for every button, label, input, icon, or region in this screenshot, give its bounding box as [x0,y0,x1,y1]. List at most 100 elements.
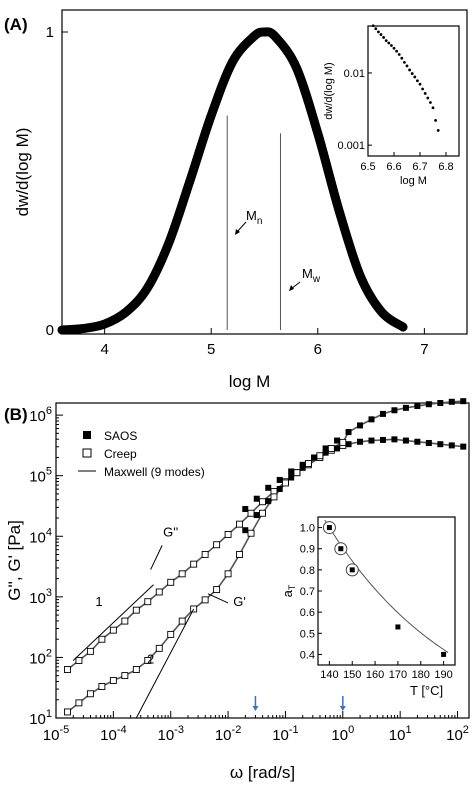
creep-gp-point [224,570,232,578]
inset-a-point [400,56,404,60]
legend-label-0: SAOS [104,429,137,443]
blue-arrowhead-1 [339,706,346,711]
panel-b-xtick-label: 10-1 [272,724,298,744]
mwd-curve [57,27,408,335]
legend-label-2: Maxwell (9 modes) [104,465,205,479]
saos-gp-point [265,498,272,505]
saos-gpp-point [357,438,364,445]
inset-b-point [349,567,355,573]
saos-gp-point [368,416,375,423]
creep-gp-point [339,438,347,446]
panel-a-ylabel: dw/d(log M) [13,128,32,217]
panel-b-xtick-label: 10-5 [43,724,69,744]
saos-gp-point [402,404,409,411]
creep-gpp-point [190,560,198,568]
inset-a-ytick-label: 0.001 [337,140,365,152]
inset-a-ytick-label: 0.01 [344,68,365,80]
inset-a-point [397,53,401,56]
inset-a-point [390,44,393,47]
slope-1-line [72,584,154,661]
saos-gp-point [425,401,432,408]
creep-gpp-point [213,541,221,549]
panel-a-ytick-label: 0 [46,322,54,339]
inset-b-ytick-label: 1.0 [300,523,315,535]
panel-b-ylabel: G'', G' [Pa] [5,520,24,601]
creep-gp-point [293,469,301,477]
inset-a-xtick-label: 6.7 [412,161,427,173]
panel-b-label: (B) [4,405,28,424]
inset-a-point [413,75,417,79]
inset-a-point [410,72,414,75]
saos-gpp-point [288,468,295,475]
saos-gpp-point [253,495,260,502]
inset-b-xtick-label: 190 [434,669,452,681]
creep-gp-point [281,479,289,487]
mn-label: Mn [246,208,262,227]
panel-a-xlabel: log M [229,372,271,391]
creep-gpp-point [178,570,186,578]
inset-b-xtick-label: 140 [320,669,338,681]
gp-arrow [207,593,229,604]
inset-a-point [426,96,430,100]
creep-gp-point [270,493,278,501]
inset-a-xlabel: log M [400,175,427,187]
gpp-arrow [150,545,163,570]
inset-a-point [434,119,437,122]
legend-label-1: Creep [104,447,137,461]
slope-1-label: 1 [95,594,102,609]
inset-a-point [387,41,391,45]
saos-gpp-point [276,476,283,483]
creep-gp-point [86,690,94,698]
saos-gpp-point [414,438,421,445]
inset-b-point [395,624,401,630]
creep-gpp-point [167,578,175,586]
inset-a-point [382,36,385,39]
creep-gpp-point [121,617,129,625]
inset-b-ytick-label: 0.7 [300,586,315,598]
saos-gp-point [391,407,398,414]
inset-a-point [379,33,383,36]
inset-b-xtick-label: 160 [366,669,384,681]
inset-b-ytick-label: 0.4 [300,649,315,661]
saos-gp-point [253,512,260,519]
saos-gp-point [322,445,329,452]
creep-gpp-point [224,531,232,538]
creep-gpp-point [132,606,140,614]
panel-b-ytick-label: 105 [29,466,52,486]
inset-a-frame [367,25,460,157]
panel-b-ytick-label: 104 [29,526,52,546]
inset-a-point [405,64,409,68]
panel-b-xtick-label: 100 [331,724,354,744]
inset-a-point [418,82,422,86]
inset-a-point [408,68,411,72]
panel-a-xtick-label: 6 [314,341,322,358]
inset-a-point [429,101,432,104]
gp-label: G' [233,594,246,609]
saos-gp-point [299,464,306,471]
inset-b-point [441,651,447,657]
creep-gp-point [316,452,324,460]
inset-a-xtick-label: 6.8 [438,161,453,173]
saos-gpp-point [322,449,329,456]
creep-gp-point [247,529,255,537]
inset-a-point [416,79,419,83]
creep-gpp-point [109,626,117,634]
inset-b-xlabel: T [°C] [410,683,443,698]
panel-b-xtick-label: 102 [446,724,469,744]
saos-gpp-point [379,436,386,443]
creep-gp-point [178,617,186,625]
panel-a-label: (A) [4,15,28,34]
panel-a-frame [61,9,468,335]
saos-gpp-point [368,437,375,444]
inset-a-point [395,49,398,53]
panel-b-xtick-label: 101 [389,724,412,744]
inset-b-ylabel: aT [280,584,297,597]
slope-2-label: 2 [147,651,154,666]
mn-arrow [236,221,247,233]
inset-a-ylabel: dw/d(log M) [323,62,335,119]
creep-gpp-point [144,598,152,606]
saos-gp-point [345,429,352,436]
blue-arrowhead-0 [252,706,259,711]
inset-a-point [384,39,388,43]
panel-b-ytick-label: 103 [29,587,52,607]
